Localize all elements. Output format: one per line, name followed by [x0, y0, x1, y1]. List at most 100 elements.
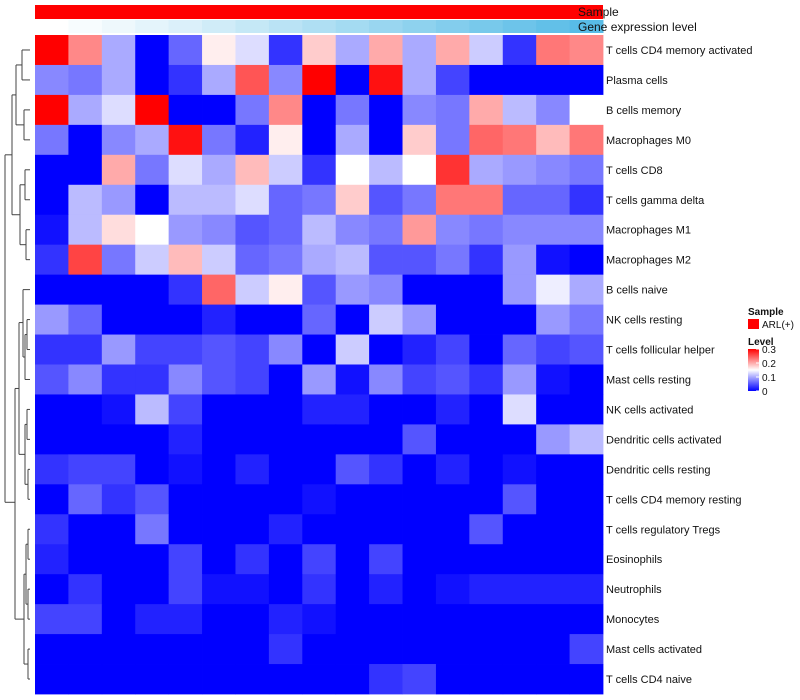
heatmap-cell: [536, 94, 570, 126]
heatmap-cell: [369, 604, 403, 635]
row-label: T cells follicular helper: [606, 345, 715, 357]
heatmap-cell: [35, 664, 69, 695]
heatmap-cell: [502, 304, 537, 335]
heatmap-cell: [202, 424, 236, 455]
heatmap-cell: [202, 124, 236, 156]
heatmap-cell: [502, 514, 537, 545]
heatmap-cell: [369, 304, 403, 335]
legend-tick-label: 0.3: [762, 345, 776, 356]
heatmap-cell: [68, 64, 103, 96]
heatmap-cell: [302, 184, 337, 216]
row-label: Monocytes: [606, 614, 660, 626]
heatmap-cell: [168, 304, 203, 335]
heatmap-cell: [302, 124, 337, 156]
heatmap-cell: [369, 364, 403, 395]
heatmap-cell: [335, 514, 370, 545]
annotation-cell-gene-expression: [569, 20, 604, 33]
row-labels: T cells CD4 memory activated Plasma cells…: [606, 45, 753, 686]
heatmap-cell: [402, 574, 437, 605]
heatmap-cell: [536, 664, 570, 695]
heatmap-cell: [502, 484, 537, 515]
heatmap-cell: [101, 364, 136, 395]
heatmap-cell: [68, 454, 103, 485]
heatmap-cell: [335, 244, 370, 276]
heatmap-cell: [502, 35, 537, 66]
heatmap-cell: [135, 64, 170, 96]
heatmap-cell: [35, 544, 69, 575]
heatmap-cell: [168, 484, 203, 515]
heatmap-cell: [435, 274, 470, 305]
heatmap-cell: [435, 364, 470, 395]
heatmap-cell: [302, 424, 337, 455]
heatmap-cell: [402, 484, 437, 515]
heatmap-cell: [35, 394, 69, 425]
heatmap-cell: [235, 544, 270, 575]
heatmap-cell: [268, 154, 303, 186]
heatmap-cell: [35, 514, 69, 545]
heatmap-cell: [369, 244, 403, 276]
heatmap-cell: [268, 64, 303, 96]
heatmap-cell: [502, 64, 537, 96]
heatmap-cell: [235, 634, 270, 665]
heatmap-cell: [335, 214, 370, 246]
heatmap-cell: [35, 94, 69, 126]
heatmap-cell: [302, 484, 337, 515]
heatmap-cell: [202, 304, 236, 335]
heatmap-cell: [202, 35, 236, 66]
row-label: T cells regulatory Tregs: [606, 524, 721, 536]
heatmap-cell: [369, 424, 403, 455]
heatmap-cell: [435, 634, 470, 665]
heatmap-cell: [268, 334, 303, 365]
heatmap-cell: [35, 364, 69, 395]
heatmap-cell: [402, 514, 437, 545]
heatmap-cell: [35, 604, 69, 635]
heatmap-cell: [536, 304, 570, 335]
heatmap-cell: [135, 154, 170, 186]
heatmap-cell: [101, 424, 136, 455]
heatmap-cell: [268, 35, 303, 66]
annotation-cell-gene-expression: [536, 20, 571, 33]
heatmap-cell: [68, 364, 103, 395]
heatmap-cell: [435, 244, 470, 276]
annotation-cell-gene-expression: [268, 20, 303, 33]
heatmap-cell: [502, 454, 537, 485]
heatmap-cell: [435, 334, 470, 365]
heatmap-cell: [302, 214, 337, 246]
annotation-label-sample: Sample: [578, 5, 619, 19]
heatmap-cell: [268, 364, 303, 395]
heatmap-cell: [35, 424, 69, 455]
heatmap-cell: [302, 334, 337, 365]
heatmap-cell: [569, 574, 604, 605]
heatmap-cell: [168, 664, 203, 695]
heatmap-cell: [235, 35, 270, 66]
heatmap-cell: [101, 184, 136, 216]
heatmap-cell: [235, 604, 270, 635]
heatmap-cell: [402, 274, 437, 305]
heatmap-cell: [302, 35, 337, 66]
heatmap-cell: [569, 424, 604, 455]
heatmap-cell: [569, 154, 604, 186]
annotation-cell-gene-expression: [335, 20, 370, 33]
heatmap-cell: [135, 334, 170, 365]
heatmap-cell: [235, 184, 270, 216]
heatmap-cell: [302, 274, 337, 305]
heatmap-cell: [469, 274, 504, 305]
heatmap-cell: [101, 244, 136, 276]
heatmap-cell: [35, 35, 69, 66]
heatmap-cell: [235, 454, 270, 485]
heatmap-cell: [202, 214, 236, 246]
heatmap-cell: [235, 64, 270, 96]
heatmap-cell: [235, 574, 270, 605]
legend-level-ticks: 0.3 0.2 0.1 0: [756, 345, 776, 398]
heatmap-cell: [302, 64, 337, 96]
heatmap-cell: [168, 364, 203, 395]
heatmap-cell: [569, 35, 604, 66]
heatmap-cell: [402, 394, 437, 425]
annotation-cell-gene-expression: [302, 20, 337, 33]
heatmap-cell: [101, 544, 136, 575]
heatmap-cell: [268, 424, 303, 455]
heatmap-cell: [569, 64, 604, 96]
heatmap-cell: [268, 574, 303, 605]
heatmap-cell: [268, 604, 303, 635]
heatmap-cell: [369, 214, 403, 246]
